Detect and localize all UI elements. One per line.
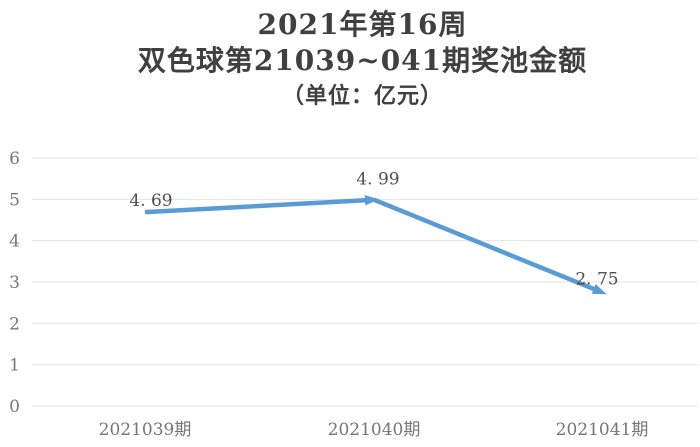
y-axis-tick-label: 5 — [9, 190, 20, 210]
arrowhead-icon — [591, 284, 607, 295]
data-point-label: 2. 75 — [575, 269, 618, 289]
chart-title-line-1: 2021年第16周 — [257, 8, 468, 41]
x-axis-category-label: 2021039期 — [99, 420, 192, 440]
x-axis-category-label: 2021040期 — [328, 420, 421, 440]
data-point-label: 4. 99 — [356, 170, 399, 190]
y-axis-tick-label: 2 — [9, 314, 20, 334]
series-line-segment — [373, 197, 600, 293]
x-axis-category-label: 2021041期 — [556, 420, 649, 440]
arrowhead-icon — [364, 195, 379, 206]
data-point-label: 4. 69 — [129, 191, 172, 211]
chart-title-block: 2021年第16周 双色球第21039~041期奖池金额 （单位：亿元） — [25, 7, 700, 111]
y-axis-tick-label: 4 — [9, 232, 20, 252]
y-axis-tick-label: 0 — [9, 397, 20, 417]
chart-title-line-2: 双色球第21039~041期奖池金额 — [137, 44, 588, 77]
y-axis-tick-label: 6 — [9, 149, 20, 169]
y-axis-tick-label: 1 — [9, 356, 20, 376]
chart-unit-subtitle: （单位：亿元） — [281, 83, 443, 109]
series-line-segment — [144, 197, 371, 215]
y-axis-tick-label: 3 — [9, 273, 20, 293]
